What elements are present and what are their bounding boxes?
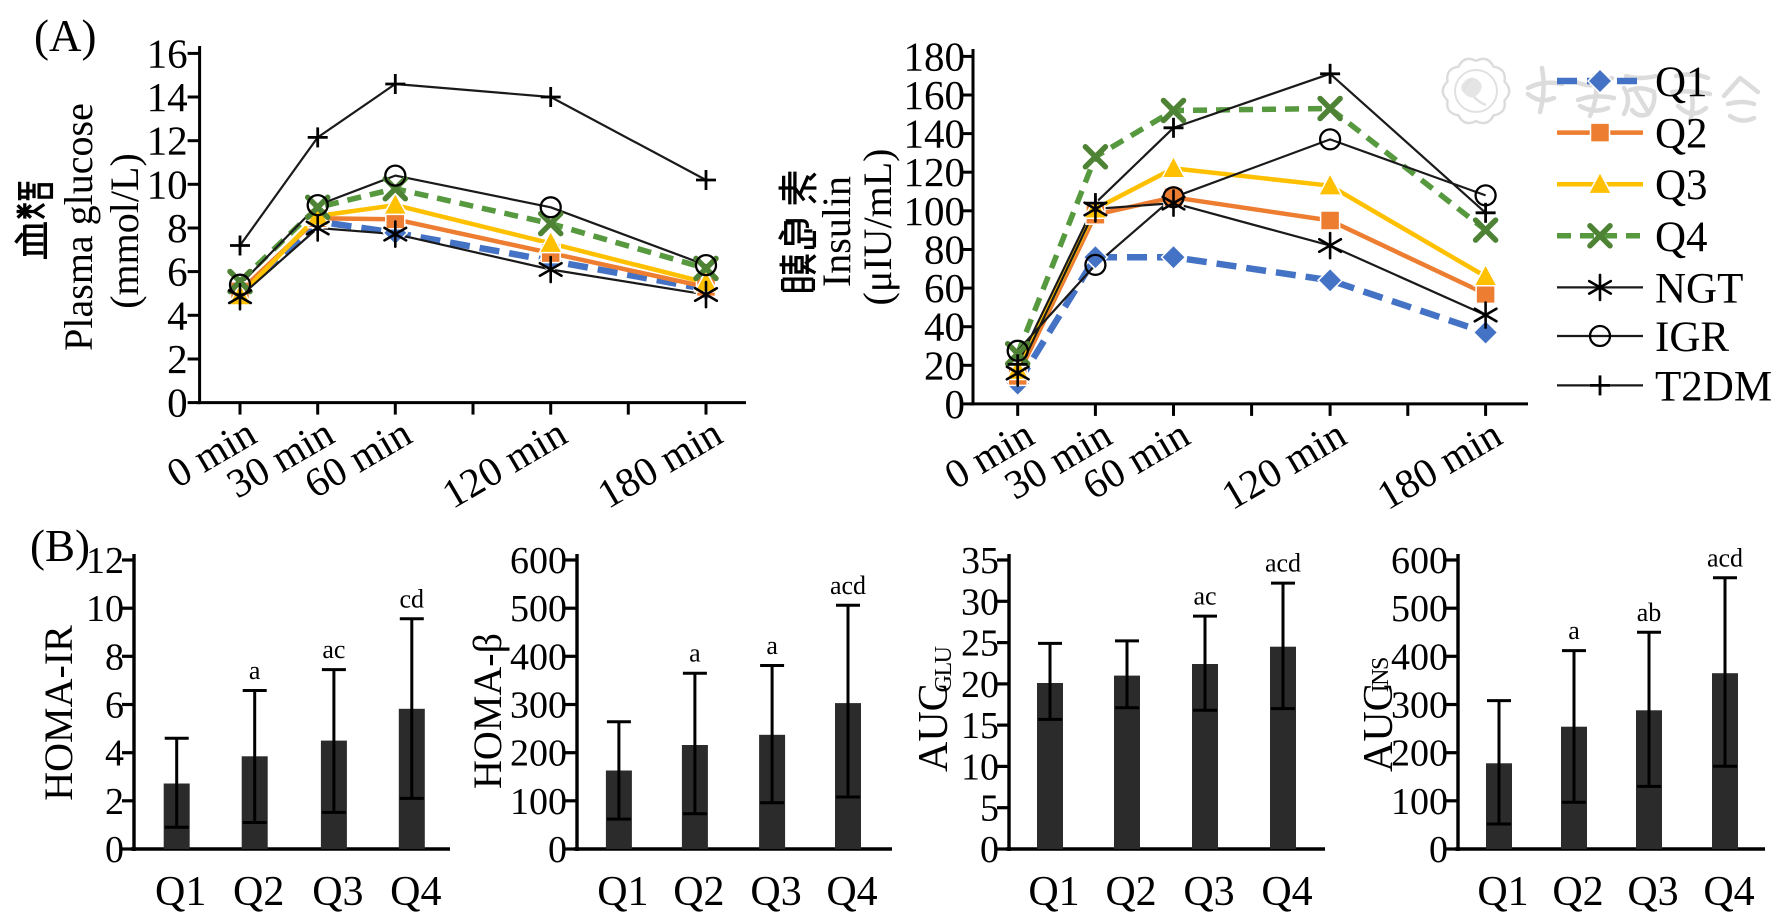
svg-text:35: 35 xyxy=(961,540,999,582)
svg-text:ac: ac xyxy=(1193,582,1216,611)
svg-text:600: 600 xyxy=(510,540,567,582)
svg-text:200: 200 xyxy=(1391,733,1448,775)
svg-text:600: 600 xyxy=(1391,540,1448,582)
svg-text:200: 200 xyxy=(510,733,567,775)
svg-text:12: 12 xyxy=(147,118,188,164)
svg-text:Q4: Q4 xyxy=(1655,214,1708,261)
svg-text:15: 15 xyxy=(961,705,999,747)
svg-text:10: 10 xyxy=(86,588,124,630)
svg-text:12: 12 xyxy=(86,540,124,582)
svg-text:10: 10 xyxy=(147,161,188,207)
svg-text:IGR: IGR xyxy=(1655,314,1729,361)
svg-text:400: 400 xyxy=(510,636,567,678)
svg-text:a: a xyxy=(249,656,261,685)
svg-text:acd: acd xyxy=(1265,549,1301,578)
svg-text:(μIU/mL): (μIU/mL) xyxy=(855,149,900,306)
svg-text:4: 4 xyxy=(105,733,124,775)
svg-text:80: 80 xyxy=(924,227,965,273)
svg-text:5: 5 xyxy=(980,788,999,830)
svg-text:NGT: NGT xyxy=(1655,265,1743,312)
svg-text:30: 30 xyxy=(961,581,999,623)
svg-text:500: 500 xyxy=(510,588,567,630)
svg-text:100: 100 xyxy=(510,781,567,823)
svg-text:a: a xyxy=(766,631,778,660)
svg-text:Q3: Q3 xyxy=(1655,162,1708,209)
svg-text:cd: cd xyxy=(400,584,425,613)
svg-text:Q2: Q2 xyxy=(673,869,724,915)
svg-text:HOMA-β: HOMA-β xyxy=(465,633,510,789)
svg-text:0: 0 xyxy=(548,829,567,871)
svg-text:Q2: Q2 xyxy=(1105,869,1156,915)
svg-text:8: 8 xyxy=(167,205,188,251)
svg-text:(mmol/L): (mmol/L) xyxy=(102,153,147,309)
svg-text:0: 0 xyxy=(1429,829,1448,871)
svg-text:8: 8 xyxy=(105,636,124,678)
svg-text:Q1: Q1 xyxy=(155,869,206,915)
svg-text:Q4: Q4 xyxy=(390,869,441,915)
svg-text:500: 500 xyxy=(1391,588,1448,630)
svg-text:ab: ab xyxy=(1637,598,1662,627)
svg-text:a: a xyxy=(689,639,701,668)
svg-text:0: 0 xyxy=(945,381,966,427)
svg-text:16: 16 xyxy=(147,30,188,76)
svg-text:(A): (A) xyxy=(34,11,96,61)
svg-text:(B): (B) xyxy=(30,521,90,571)
svg-text:ac: ac xyxy=(322,635,345,664)
svg-text:Insulin: Insulin xyxy=(814,176,859,287)
svg-text:Q3: Q3 xyxy=(1627,869,1678,915)
svg-text:120: 120 xyxy=(904,149,966,195)
svg-text:6: 6 xyxy=(105,685,124,727)
svg-text:Q2: Q2 xyxy=(233,869,284,915)
svg-text:a: a xyxy=(1568,616,1580,645)
svg-text:300: 300 xyxy=(1391,685,1448,727)
svg-text:400: 400 xyxy=(1391,636,1448,678)
svg-text:160: 160 xyxy=(904,72,966,118)
svg-text:Q1: Q1 xyxy=(1655,59,1708,106)
svg-text:60: 60 xyxy=(924,265,965,311)
svg-text:AUCGLU: AUCGLU xyxy=(911,646,957,772)
svg-text:Q4: Q4 xyxy=(1703,869,1754,915)
svg-text:Q4: Q4 xyxy=(1261,869,1312,915)
svg-text:25: 25 xyxy=(961,623,999,665)
svg-text:4: 4 xyxy=(167,292,188,338)
svg-text:Q2: Q2 xyxy=(1655,111,1708,158)
svg-text:Q3: Q3 xyxy=(750,869,801,915)
svg-text:2: 2 xyxy=(105,781,124,823)
svg-text:acd: acd xyxy=(1707,543,1743,572)
svg-text:acd: acd xyxy=(830,571,866,600)
svg-text:Q3: Q3 xyxy=(312,869,363,915)
svg-text:Plasma glucose: Plasma glucose xyxy=(56,103,101,351)
svg-text:0: 0 xyxy=(105,829,124,871)
svg-text:140: 140 xyxy=(904,111,966,157)
svg-text:40: 40 xyxy=(924,304,965,350)
svg-text:HOMA-IR: HOMA-IR xyxy=(36,625,81,801)
svg-text:Q1: Q1 xyxy=(1028,869,1079,915)
svg-text:Q1: Q1 xyxy=(597,869,648,915)
svg-text:0: 0 xyxy=(167,380,188,426)
svg-text:300: 300 xyxy=(510,685,567,727)
svg-text:10: 10 xyxy=(961,746,999,788)
svg-text:0: 0 xyxy=(980,829,999,871)
svg-text:T2DM: T2DM xyxy=(1655,363,1772,410)
svg-text:Q1: Q1 xyxy=(1477,869,1528,915)
svg-text:180: 180 xyxy=(904,33,966,79)
svg-text:20: 20 xyxy=(961,664,999,706)
svg-text:2: 2 xyxy=(167,336,188,382)
svg-text:Q2: Q2 xyxy=(1552,869,1603,915)
svg-text:6: 6 xyxy=(167,249,188,295)
svg-text:Q3: Q3 xyxy=(1183,869,1234,915)
svg-text:Q4: Q4 xyxy=(826,869,877,915)
svg-text:100: 100 xyxy=(1391,781,1448,823)
svg-text:100: 100 xyxy=(904,188,966,234)
svg-text:14: 14 xyxy=(147,74,188,120)
svg-text:20: 20 xyxy=(924,342,965,388)
